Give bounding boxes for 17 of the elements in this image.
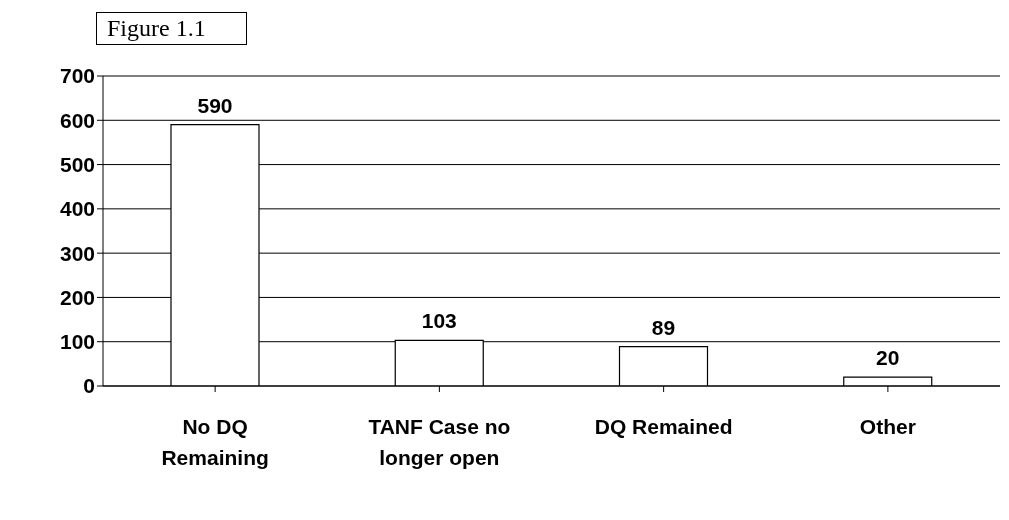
y-tick-label: 600 <box>59 108 95 132</box>
y-tick-label: 700 <box>59 64 95 88</box>
x-tick-label: TANF Case no longer open <box>368 415 511 469</box>
x-tick-label: Other <box>859 415 916 438</box>
y-tick-label: 200 <box>59 285 95 309</box>
data-label: 20 <box>876 346 900 370</box>
data-label: 89 <box>651 315 676 339</box>
chart-title: Figure 1.1 <box>96 12 247 45</box>
data-label: 590 <box>197 93 233 117</box>
y-tick-label: 0 <box>83 374 95 398</box>
y-tick-label: 300 <box>59 241 95 265</box>
y-tick-label: 500 <box>59 153 95 177</box>
data-label: 103 <box>421 309 457 333</box>
y-tick-label: 100 <box>59 330 95 354</box>
y-tick-label: 400 <box>59 197 95 221</box>
x-tick-label: No DQ Remaining <box>161 415 269 469</box>
x-tick-label: DQ Remained <box>594 415 733 438</box>
